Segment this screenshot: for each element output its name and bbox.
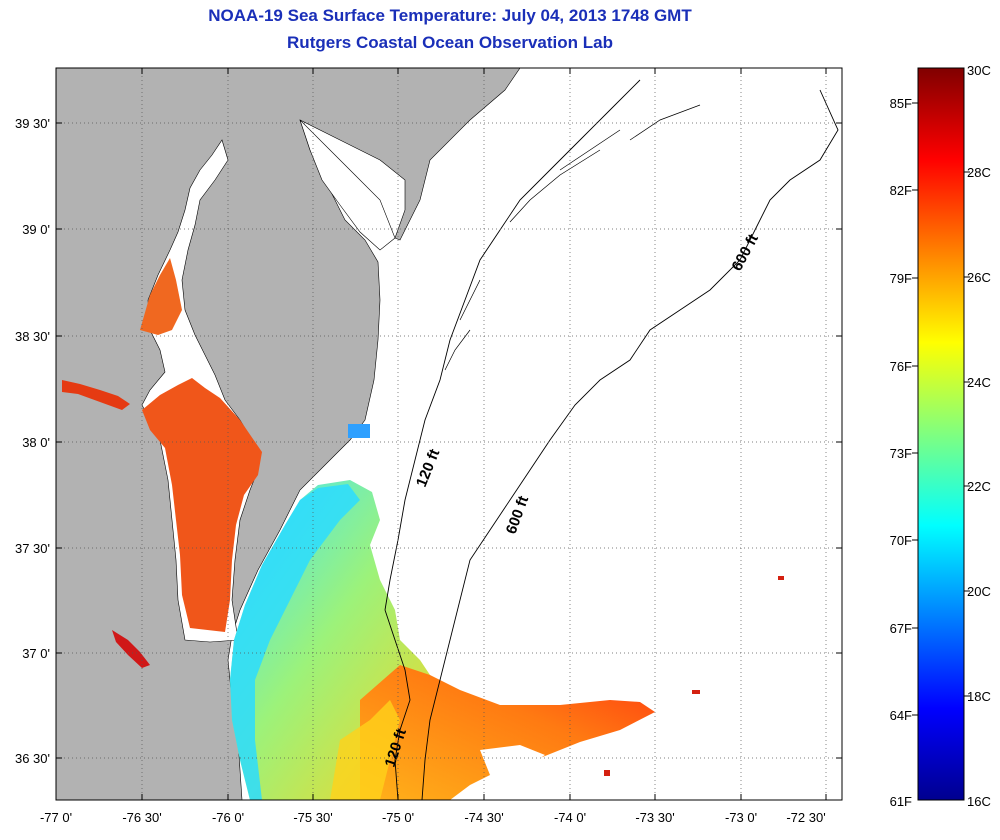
sst-yellow-patch bbox=[330, 700, 400, 800]
fahrenheit-label: 79F bbox=[890, 271, 912, 286]
lat-label: 39 0' bbox=[22, 222, 50, 237]
celsius-label: 20C bbox=[967, 584, 991, 599]
lon-label: -77 0' bbox=[40, 810, 72, 825]
lat-label: 38 30' bbox=[15, 329, 50, 344]
lat-label: 36 30' bbox=[15, 751, 50, 766]
map-border bbox=[55, 67, 843, 801]
lon-label: -76 30' bbox=[122, 810, 161, 825]
lon-label: -75 30' bbox=[293, 810, 332, 825]
chesapeake-upper-water bbox=[140, 258, 182, 335]
chesapeake-warm-water bbox=[142, 378, 262, 632]
longitude-labels: -77 0' -76 30' -76 0' -75 30' -75 0' -74… bbox=[40, 810, 826, 825]
delaware-bay bbox=[299, 119, 396, 251]
celsius-label: 22C bbox=[967, 479, 991, 494]
lat-label: 37 30' bbox=[15, 541, 50, 556]
fahrenheit-label: 70F bbox=[890, 533, 912, 548]
sst-offshore-pixel bbox=[604, 770, 610, 776]
fahrenheit-label: 64F bbox=[890, 708, 912, 723]
sst-cloud-gap bbox=[480, 745, 545, 775]
sst-warm-plume bbox=[360, 665, 655, 800]
latitude-labels: 39 30' 39 0' 38 30' 38 0' 37 30' 37 0' 3… bbox=[15, 116, 50, 766]
celsius-label: 30C bbox=[967, 63, 991, 78]
lon-label: -72 30' bbox=[786, 810, 825, 825]
sst-offshore-pixel bbox=[692, 690, 700, 694]
sst-nearshore-blue bbox=[348, 424, 370, 438]
celsius-label: 24C bbox=[967, 375, 991, 390]
fahrenheit-label: 61F bbox=[890, 794, 912, 809]
sst-cool-band bbox=[230, 484, 360, 800]
fahrenheit-label: 85F bbox=[890, 96, 912, 111]
lon-label: -74 30' bbox=[464, 810, 503, 825]
contour-600ft bbox=[421, 89, 839, 800]
lat-label: 39 30' bbox=[15, 116, 50, 131]
lon-label: -75 0' bbox=[382, 810, 414, 825]
colorbar bbox=[917, 67, 965, 801]
graticule bbox=[56, 68, 842, 800]
fahrenheit-label: 82F bbox=[890, 183, 912, 198]
celsius-label: 28C bbox=[967, 165, 991, 180]
james-river-water bbox=[112, 630, 150, 668]
map-area: 600 ft 600 ft 120 ft 120 ft bbox=[56, 68, 842, 800]
fahrenheit-label: 76F bbox=[890, 359, 912, 374]
potomac-water bbox=[62, 380, 130, 410]
lon-label: -73 0' bbox=[725, 810, 757, 825]
colorbar-celsius-labels: 30C 28C 26C 24C 22C 20C 18C 16C bbox=[967, 63, 991, 809]
contour-120ft-lower bbox=[384, 609, 411, 800]
celsius-label: 18C bbox=[967, 689, 991, 704]
sst-offshore-pixel bbox=[778, 576, 784, 580]
fahrenheit-label: 73F bbox=[890, 446, 912, 461]
map-title: NOAA-19 Sea Surface Temperature: July 04… bbox=[208, 6, 692, 25]
fahrenheit-label: 67F bbox=[890, 621, 912, 636]
lon-label: -74 0' bbox=[554, 810, 586, 825]
lat-label: 38 0' bbox=[22, 435, 50, 450]
lon-label: -76 0' bbox=[212, 810, 244, 825]
celsius-label: 16C bbox=[967, 794, 991, 809]
contour-120ft-upper bbox=[384, 79, 641, 611]
colorbar-ticks bbox=[912, 102, 970, 716]
lat-label: 37 0' bbox=[22, 646, 50, 661]
axis-ticks bbox=[56, 68, 842, 800]
map-subtitle: Rutgers Coastal Ocean Observation Lab bbox=[287, 33, 613, 52]
colorbar-fahrenheit-labels: 85F 82F 79F 76F 73F 70F 67F 64F 61F bbox=[890, 96, 912, 809]
shelf-shoal-contours bbox=[444, 104, 701, 371]
celsius-label: 26C bbox=[967, 270, 991, 285]
lon-label: -73 30' bbox=[635, 810, 674, 825]
